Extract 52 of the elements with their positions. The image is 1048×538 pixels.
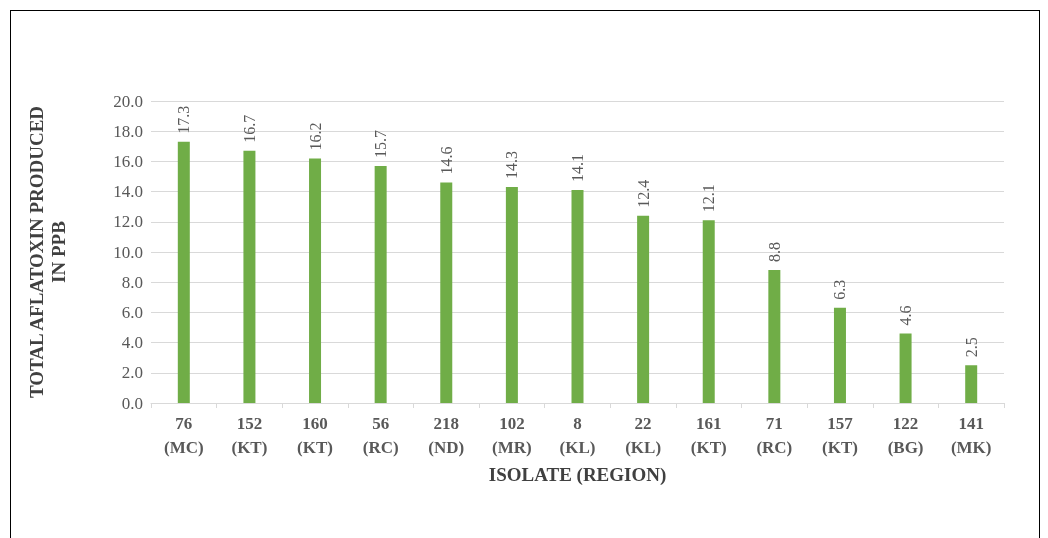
data-label: 16.7	[240, 114, 258, 143]
y-tick-label: 4.0	[121, 333, 143, 353]
data-label: 12.4	[634, 179, 652, 208]
x-tick-label: 71 (RC)	[756, 413, 793, 457]
data-label: 14.3	[503, 151, 521, 180]
data-label: 12.1	[700, 184, 718, 213]
x-tick-label: 8 (KL)	[559, 413, 596, 457]
data-label: 15.7	[372, 129, 390, 158]
data-label: 14.6	[437, 146, 455, 175]
bar	[243, 150, 256, 403]
x-tick-label: 76 (MC)	[163, 413, 204, 457]
x-tick-label: 102 (MR)	[492, 413, 532, 457]
y-tick-label: 14.0	[113, 182, 143, 202]
y-axis-title: TOTAL AFLATOXIN PRODUCED IN PPB	[25, 105, 69, 399]
y-tick-label: 20.0	[113, 91, 143, 111]
bar	[177, 141, 190, 403]
x-tick-label: 56 (RC)	[362, 413, 399, 457]
data-label: 4.6	[897, 305, 915, 326]
y-tick-label: 18.0	[113, 121, 143, 141]
data-label: 14.1	[569, 154, 586, 183]
y-tick-label: 6.0	[121, 302, 143, 322]
bar	[702, 220, 715, 403]
x-tick-label: 22 (KL)	[625, 413, 662, 457]
bar	[833, 307, 846, 403]
x-tick-label: 160 (KT)	[297, 413, 333, 457]
x-tick-label: 161 (KT)	[690, 413, 727, 457]
x-tick-label: 152 (KT)	[231, 413, 268, 457]
data-label: 6.3	[831, 279, 849, 300]
y-tick-label: 2.0	[121, 363, 143, 383]
x-tick-label: 218 (ND)	[428, 413, 465, 457]
x-tick-label: 141 (MK)	[950, 413, 992, 457]
bar	[571, 190, 584, 403]
y-tick-label: 10.0	[113, 242, 143, 262]
bar	[637, 215, 650, 403]
data-label: 16.2	[306, 122, 324, 151]
y-tick-label: 12.0	[113, 212, 143, 232]
bar	[899, 333, 912, 403]
data-label: 2.5	[962, 337, 980, 358]
y-tick-label: 16.0	[113, 151, 143, 171]
bar	[440, 182, 453, 403]
bar	[309, 158, 322, 403]
bar	[965, 365, 978, 403]
x-tick-label: 122 (BG)	[887, 413, 924, 457]
bar	[374, 165, 387, 403]
y-tick-label: 8.0	[121, 272, 143, 292]
data-label: 8.8	[765, 242, 783, 263]
x-axis-title: ISOLATE (REGION)	[488, 464, 667, 486]
bar	[505, 187, 518, 403]
y-tick-label: 0.0	[121, 393, 143, 413]
data-label: 17.3	[175, 105, 193, 134]
bar	[768, 270, 781, 403]
x-tick-label: 157 (KT)	[822, 413, 858, 457]
